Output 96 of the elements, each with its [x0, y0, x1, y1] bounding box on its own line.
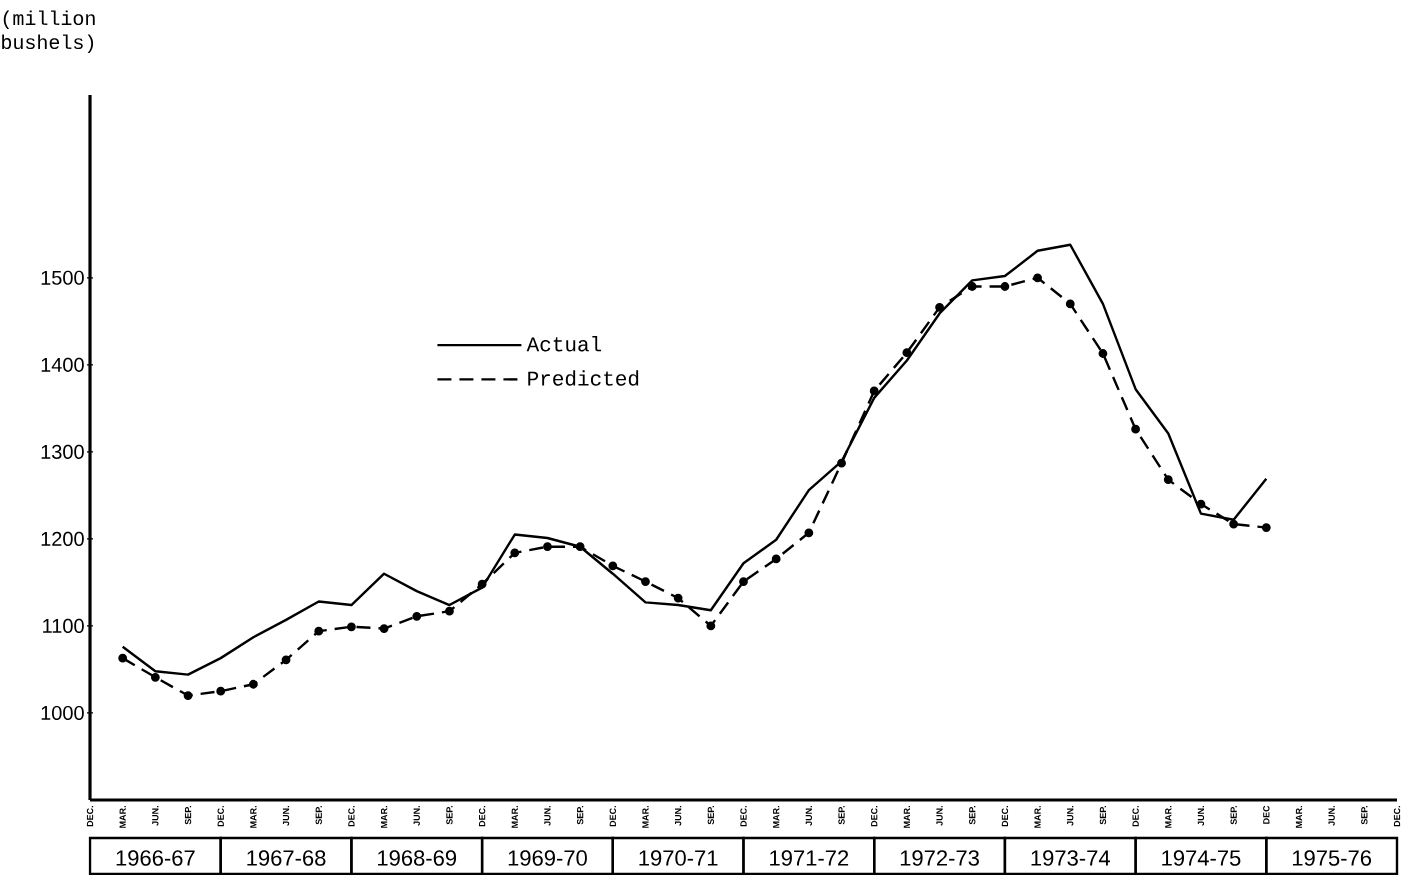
- text: 1974-75: [1162, 850, 1241, 866]
- legend-label: Predicted: [528, 370, 639, 386]
- y-tick-label: 1300: [41, 444, 84, 459]
- x-tick-label: DEC.: [871, 806, 878, 827]
- x-tick-label: DEC.: [217, 806, 224, 827]
- x-tick-label: SEP.: [1361, 806, 1368, 825]
- point: [445, 606, 454, 616]
- x-tick-label: DEC.: [1132, 806, 1139, 827]
- x-tick-label: DEC.: [478, 806, 486, 827]
- point: [1131, 424, 1141, 434]
- x-tick-label: SEP.: [838, 806, 845, 825]
- x-tick-label: MAR.: [119, 806, 126, 828]
- x-tick-label: SEP.: [969, 806, 976, 825]
- point: [118, 653, 128, 663]
- legend-label: Actual: [526, 336, 602, 352]
- x-tick-label: DEC.: [609, 806, 616, 827]
- point: [1261, 523, 1271, 532]
- point: [608, 561, 618, 571]
- point: [771, 554, 781, 564]
- x-tick-label: DEC.: [86, 806, 94, 827]
- point: [150, 672, 160, 682]
- point: [347, 622, 356, 632]
- point: [216, 686, 226, 696]
- point: [935, 302, 944, 312]
- x-tick-label: MAR.: [773, 806, 780, 828]
- point: [673, 593, 683, 603]
- x-tick-label: SEP.: [1099, 806, 1107, 825]
- point: [543, 542, 552, 552]
- x-tick-label: JUN.: [675, 806, 682, 826]
- point: [510, 548, 520, 558]
- y-tick-label: 1100: [43, 618, 84, 633]
- point: [314, 626, 324, 636]
- x-tick-label: MAR.: [1034, 806, 1041, 828]
- x-tick-label: JUN.: [544, 806, 551, 826]
- point: [575, 542, 585, 552]
- point: [281, 655, 291, 665]
- point: [379, 624, 389, 633]
- text: 1967-68: [247, 850, 326, 866]
- x-tick-label: SEP.: [446, 806, 453, 825]
- x-tick-label: SEP.: [184, 806, 192, 825]
- x-tick-label: JUN.: [805, 806, 812, 826]
- point: [967, 282, 977, 291]
- text: 1968-69: [378, 850, 457, 866]
- x-tick-label: MAR.: [642, 806, 649, 828]
- x-tick-label: JUN.: [152, 806, 159, 826]
- x-tick-label: SEP.: [576, 806, 584, 825]
- x-tick-label: MAR.: [381, 806, 388, 828]
- point: [706, 621, 716, 631]
- point: [248, 679, 258, 689]
- point: [1163, 475, 1173, 485]
- text: 1973-74: [1031, 850, 1110, 866]
- x-tick-label: JUN.: [936, 806, 943, 826]
- x-tick-label: DEC.: [740, 806, 747, 827]
- x-tick-label: SEP.: [1230, 806, 1237, 825]
- point: [183, 691, 193, 700]
- x-tick-label: JUN.: [1197, 806, 1205, 826]
- x-tick-label: DEC.: [348, 806, 355, 827]
- x-tick-label: DEC: [1263, 805, 1270, 824]
- x-tick-label: JUN.: [1067, 806, 1074, 826]
- point: [869, 386, 879, 396]
- point: [1098, 349, 1108, 358]
- text: 1969-70: [508, 850, 587, 866]
- y-tick-label: 1500: [41, 270, 84, 285]
- text: 1971-72: [770, 850, 849, 866]
- x-tick-label: MAR.: [250, 806, 257, 828]
- x-tick-label: SEP.: [707, 806, 715, 825]
- x-tick-label: SEP.: [315, 806, 322, 825]
- x-tick-label: DEC.: [1001, 806, 1009, 827]
- text: 1975-76: [1292, 850, 1372, 866]
- text: 1972-73: [900, 850, 979, 866]
- y-tick-label: 1400: [41, 357, 84, 372]
- point: [1065, 299, 1075, 309]
- x-tick-label: JUN.: [282, 806, 290, 826]
- point: [739, 577, 748, 586]
- y-axis-title: (million bushels): [2, 10, 95, 54]
- text: 1966-67: [116, 850, 195, 866]
- text: 1970-71: [639, 850, 718, 866]
- x-tick-label: MAR.: [1165, 806, 1172, 828]
- point: [1229, 519, 1239, 529]
- point: [477, 579, 487, 589]
- point: [1196, 499, 1206, 509]
- point: [837, 458, 846, 468]
- point: [641, 577, 650, 586]
- x-tick-label: DEC.: [1393, 806, 1401, 827]
- point: [412, 611, 422, 621]
- x-tick-label: JUN.: [413, 806, 420, 826]
- x-tick-label: MAR.: [511, 806, 518, 828]
- x-tick-label: MAR.: [903, 806, 910, 828]
- y-tick-label: 1000: [41, 705, 84, 721]
- x-tick-label: JUN.: [1328, 806, 1335, 826]
- point: [1033, 273, 1042, 283]
- point: [804, 528, 814, 538]
- y-tick-label: 1200: [41, 531, 84, 546]
- x-tick-label: MAR.: [1295, 806, 1303, 828]
- point: [902, 348, 912, 358]
- point: [1000, 282, 1010, 291]
